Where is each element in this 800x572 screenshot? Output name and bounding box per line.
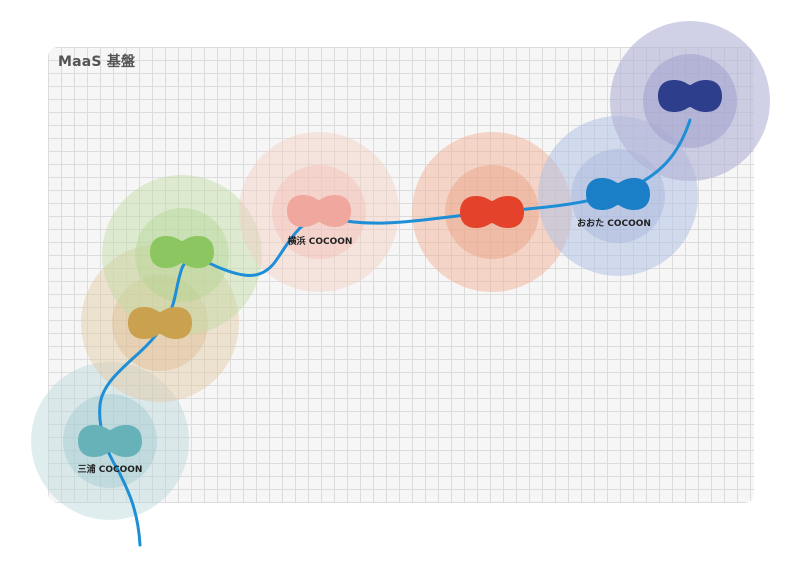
node-green[interactable] — [150, 236, 214, 268]
node-yokohama-shape — [287, 195, 351, 227]
node-oota-shape — [586, 178, 650, 210]
node-miura-label: 三浦 COCOON — [78, 463, 143, 475]
node-oota[interactable]: おおた COCOON — [577, 178, 651, 229]
node-navy[interactable] — [658, 80, 722, 112]
node-miura[interactable]: 三浦 COCOON — [78, 425, 143, 475]
node-gold-shape — [128, 307, 192, 339]
node-oota-label: おおた COCOON — [577, 218, 651, 229]
node-yokohama[interactable]: 横浜 COCOON — [287, 195, 352, 247]
node-miura-shape — [78, 425, 142, 457]
node-red[interactable] — [460, 196, 524, 228]
node-green-shape — [150, 236, 214, 268]
node-yokohama-label: 横浜 COCOON — [288, 235, 353, 247]
node-gold[interactable] — [128, 307, 192, 339]
platform-title: MaaS 基盤 — [58, 54, 136, 70]
node-red-shape — [460, 196, 524, 228]
node-navy-shape — [658, 80, 722, 112]
